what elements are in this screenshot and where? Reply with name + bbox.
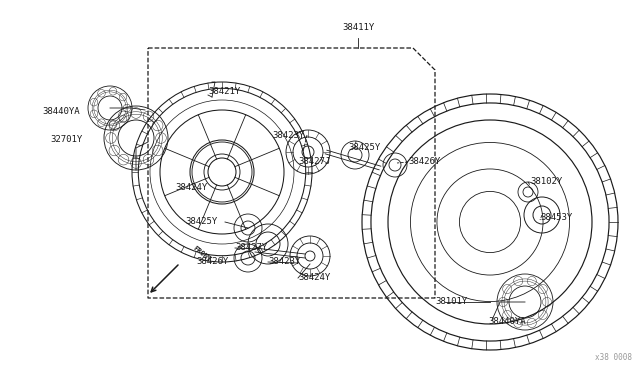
Text: 38440YA: 38440YA [488,317,525,327]
Text: 38421Y: 38421Y [208,87,240,96]
Text: 38426Y: 38426Y [196,257,228,266]
Text: 38101Y: 38101Y [435,298,467,307]
Text: 38427J: 38427J [298,157,330,167]
Text: 38102Y: 38102Y [530,177,563,186]
Text: 38426Y: 38426Y [408,157,440,167]
Text: 38453Y: 38453Y [540,214,572,222]
Text: x38 0008: x38 0008 [595,353,632,362]
Text: 38423Y: 38423Y [268,257,300,266]
Text: 38424Y: 38424Y [298,273,330,282]
Text: 38440YA: 38440YA [42,108,79,116]
Text: 38427Y: 38427Y [235,244,268,253]
Text: 38411Y: 38411Y [342,23,374,32]
Text: FRONT: FRONT [192,245,212,263]
Text: 32701Y: 32701Y [50,135,83,144]
Text: 38424Y: 38424Y [175,183,207,192]
Text: 38425Y: 38425Y [185,218,217,227]
Text: 38423Y: 38423Y [272,131,304,140]
Text: 38425Y: 38425Y [348,144,380,153]
